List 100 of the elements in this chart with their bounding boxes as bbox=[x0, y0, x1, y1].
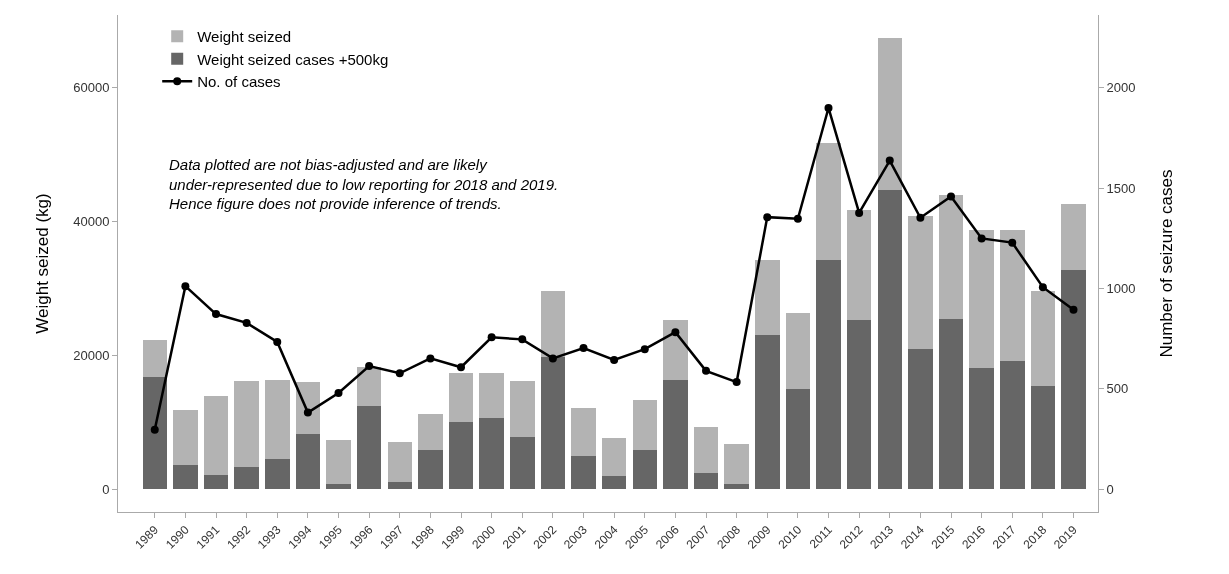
bar bbox=[540, 291, 566, 357]
bar bbox=[540, 356, 566, 490]
bar bbox=[1000, 229, 1025, 361]
bar bbox=[969, 367, 994, 490]
y2-tick-label: 500 bbox=[1106, 381, 1129, 397]
bar bbox=[173, 410, 198, 466]
bar bbox=[142, 376, 167, 490]
point bbox=[548, 354, 557, 363]
bar bbox=[632, 399, 657, 450]
point bbox=[916, 213, 925, 222]
bar bbox=[265, 380, 290, 460]
point bbox=[702, 366, 710, 375]
bar bbox=[387, 481, 412, 490]
point bbox=[518, 335, 527, 344]
point bbox=[457, 363, 465, 372]
bar bbox=[969, 229, 994, 368]
legend-label: Weight seized cases +500kg bbox=[197, 50, 389, 68]
y2-axis-title: Number of seizure cases bbox=[1156, 169, 1176, 358]
point bbox=[150, 425, 159, 434]
bar bbox=[265, 459, 290, 490]
point bbox=[671, 328, 680, 337]
bar bbox=[418, 449, 443, 490]
point bbox=[885, 156, 894, 165]
bar bbox=[846, 320, 872, 490]
bar bbox=[877, 37, 902, 191]
point bbox=[793, 214, 802, 223]
bar bbox=[846, 209, 872, 321]
bar bbox=[1000, 360, 1025, 490]
bar bbox=[571, 407, 596, 456]
point bbox=[303, 408, 312, 417]
bar bbox=[693, 427, 719, 473]
bar bbox=[326, 439, 351, 484]
y-tick-label: 60000 bbox=[73, 80, 110, 96]
bar bbox=[663, 320, 688, 380]
bar bbox=[142, 340, 167, 377]
point bbox=[1008, 238, 1017, 247]
bar bbox=[356, 405, 382, 490]
bar bbox=[908, 349, 933, 490]
bar bbox=[571, 455, 596, 490]
bar bbox=[601, 475, 627, 490]
point bbox=[365, 362, 374, 371]
bar bbox=[203, 475, 229, 490]
bar bbox=[632, 449, 657, 490]
point bbox=[1038, 283, 1047, 292]
bar bbox=[693, 472, 719, 490]
bar bbox=[908, 216, 933, 350]
point bbox=[334, 388, 343, 397]
bar bbox=[724, 444, 749, 484]
bar bbox=[479, 417, 504, 490]
bar bbox=[295, 433, 321, 490]
bar bbox=[663, 379, 688, 490]
legend-label: Weight seized bbox=[197, 28, 292, 46]
bar bbox=[356, 366, 382, 406]
bar bbox=[816, 259, 841, 490]
point bbox=[1069, 305, 1078, 314]
bar bbox=[448, 422, 474, 490]
point bbox=[181, 282, 190, 291]
bar bbox=[1061, 204, 1086, 270]
bar bbox=[601, 437, 627, 476]
annotation: Data plotted are not bias-adjusted and are likely under-represented due to low reporting for 2018 and 2019. Hence figure does not provide inference of trends. bbox=[169, 156, 559, 212]
bar bbox=[234, 380, 259, 467]
bar bbox=[816, 143, 841, 260]
point bbox=[855, 208, 864, 217]
y-tick-label: 0 bbox=[102, 481, 110, 497]
bar bbox=[785, 388, 811, 490]
point bbox=[732, 378, 741, 387]
point bbox=[977, 234, 986, 243]
y2-tick-label: 1500 bbox=[1106, 180, 1136, 196]
bar bbox=[1061, 269, 1086, 490]
point bbox=[426, 354, 435, 363]
bar bbox=[1030, 291, 1056, 387]
bar bbox=[1030, 386, 1056, 490]
bar bbox=[724, 483, 749, 490]
bar bbox=[173, 465, 198, 490]
y-tick-label: 40000 bbox=[73, 214, 110, 230]
bar bbox=[448, 372, 474, 423]
point bbox=[395, 369, 404, 378]
point bbox=[824, 103, 833, 112]
bar bbox=[785, 312, 811, 389]
bar bbox=[938, 194, 964, 320]
y-tick-label: 20000 bbox=[73, 348, 110, 364]
bar bbox=[387, 442, 412, 482]
bar bbox=[203, 395, 229, 476]
point bbox=[242, 318, 251, 327]
bar bbox=[938, 319, 964, 490]
point bbox=[763, 213, 772, 222]
bar bbox=[326, 483, 351, 490]
legend-label: No. of cases bbox=[197, 73, 281, 91]
bar bbox=[877, 190, 902, 490]
point bbox=[212, 310, 220, 319]
y2-tick-label: 1000 bbox=[1106, 281, 1136, 297]
bar bbox=[479, 372, 504, 418]
point bbox=[610, 356, 619, 365]
bar bbox=[510, 437, 535, 490]
point bbox=[640, 345, 649, 354]
bar bbox=[755, 259, 780, 336]
bar bbox=[234, 466, 259, 490]
y2-tick-label: 0 bbox=[1106, 481, 1114, 497]
point bbox=[273, 337, 282, 346]
bar bbox=[755, 335, 780, 490]
